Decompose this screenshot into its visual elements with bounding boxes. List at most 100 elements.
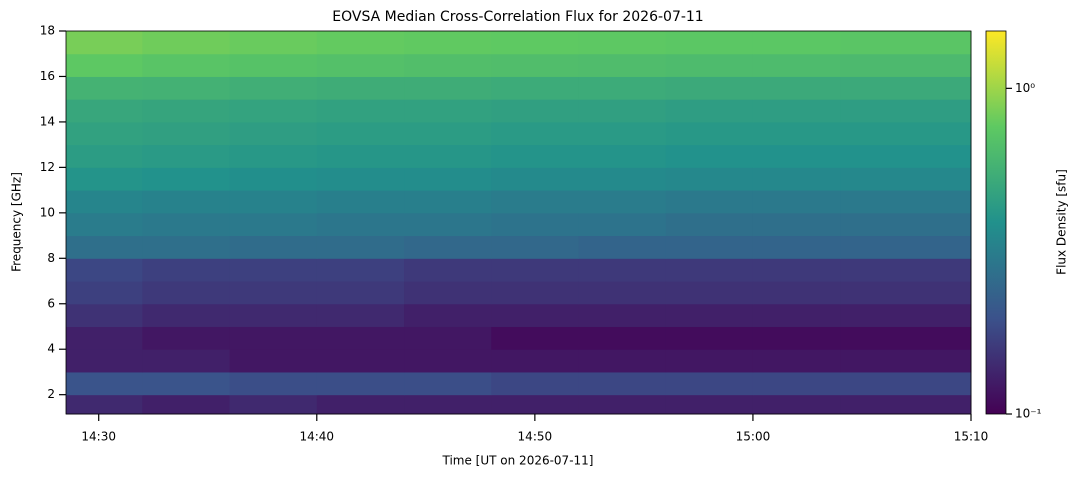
heatmap-cell [491, 144, 579, 168]
heatmap-cell [491, 303, 579, 327]
heatmap-cell [316, 258, 405, 282]
heatmap-cell [491, 235, 579, 259]
heatmap-cell [66, 258, 143, 282]
heatmap-cell [578, 167, 667, 191]
heatmap-cell [316, 349, 405, 373]
heatmap-cell [229, 371, 318, 396]
heatmap-cell [316, 53, 405, 77]
heatmap-cell [665, 371, 754, 396]
heatmap-cell [404, 212, 492, 237]
heatmap-cell [66, 326, 143, 350]
heatmap-cell [840, 258, 972, 282]
heatmap-cell [665, 144, 754, 168]
heatmap-cell [229, 167, 318, 191]
colorbar-tick-label: 10⁰ [1015, 81, 1035, 95]
heatmap-cell [142, 99, 231, 123]
heatmap-cell [840, 190, 972, 214]
heatmap-cell [840, 144, 972, 168]
heatmap-cell [491, 326, 579, 350]
heatmap-cell [840, 371, 972, 396]
x-axis-label: Time [UT on 2026-07-11] [442, 454, 594, 468]
heatmap-cell [142, 303, 231, 327]
heatmap-cell [578, 235, 667, 259]
heatmap-cell [752, 258, 841, 282]
heatmap-cell [491, 167, 579, 191]
heatmap-cell [229, 144, 318, 168]
heatmap-cell [840, 349, 972, 373]
heatmap-cell [66, 53, 143, 77]
heatmap-cell [491, 371, 579, 396]
heatmap-cell [316, 212, 405, 237]
heatmap-cell [229, 190, 318, 214]
heatmap-cell [491, 99, 579, 123]
heatmap-cell [840, 76, 972, 100]
heatmap-cell [578, 121, 667, 146]
heatmap-cell [316, 394, 405, 415]
heatmap-cell [665, 31, 754, 55]
heatmap-cell [491, 76, 579, 100]
heatmap-cell [142, 281, 231, 305]
heatmap-cell [229, 76, 318, 100]
heatmap-cell [404, 349, 492, 373]
heatmap-cell [316, 235, 405, 259]
heatmap-cell [578, 281, 667, 305]
heatmap-cell [404, 144, 492, 168]
heatmap-cell [142, 258, 231, 282]
heatmap-cell [578, 76, 667, 100]
heatmap-cell [142, 144, 231, 168]
heatmap-cell [316, 144, 405, 168]
heatmap-cell [404, 326, 492, 350]
heatmap-cell [578, 212, 667, 237]
heatmap-cell [66, 190, 143, 214]
heatmap-cell [404, 235, 492, 259]
heatmap-cell [66, 99, 143, 123]
heatmap-cell [665, 326, 754, 350]
heatmap-cell [840, 167, 972, 191]
heatmap-cell [578, 99, 667, 123]
heatmap-cell [404, 371, 492, 396]
heatmap-cell [840, 281, 972, 305]
heatmap-cell [840, 31, 972, 55]
heatmap-cell [142, 190, 231, 214]
heatmap-cell [578, 349, 667, 373]
heatmap-cell [229, 349, 318, 373]
heatmap-cell [66, 371, 143, 396]
y-tick-label: 18 [40, 24, 55, 38]
heatmap-cell [665, 212, 754, 237]
heatmap-cell [665, 235, 754, 259]
x-tick-label: 15:10 [954, 430, 989, 444]
y-tick-label: 14 [40, 114, 55, 128]
heatmap-cell [66, 394, 143, 415]
heatmap-cell [66, 121, 143, 146]
y-tick-label: 8 [47, 251, 55, 265]
heatmap-cell [142, 212, 231, 237]
heatmap-cell [578, 326, 667, 350]
heatmap-cell [142, 76, 231, 100]
heatmap-cell [316, 99, 405, 123]
heatmap-cell [404, 99, 492, 123]
heatmap-cell [66, 303, 143, 327]
heatmap-cell [66, 76, 143, 100]
heatmap-cell [66, 167, 143, 191]
heatmap-cell [316, 281, 405, 305]
y-tick-label: 10 [40, 205, 55, 219]
heatmap-cell [752, 53, 841, 77]
heatmap-cell [840, 53, 972, 77]
heatmap-cell [665, 99, 754, 123]
heatmap-cell [665, 121, 754, 146]
heatmap-cell [491, 258, 579, 282]
heatmap-cell [491, 212, 579, 237]
heatmap-cell [840, 99, 972, 123]
heatmap-cell [578, 53, 667, 77]
heatmap-cell [578, 258, 667, 282]
heatmap-cell [66, 235, 143, 259]
heatmap-cell [142, 394, 231, 415]
heatmap-cell [752, 349, 841, 373]
heatmap-cell [665, 76, 754, 100]
heatmap-cell [752, 303, 841, 327]
heatmap-cell [840, 326, 972, 350]
x-tick-label: 14:40 [299, 430, 334, 444]
heatmap-cell [840, 235, 972, 259]
heatmap-cell [316, 326, 405, 350]
heatmap-cell [142, 235, 231, 259]
